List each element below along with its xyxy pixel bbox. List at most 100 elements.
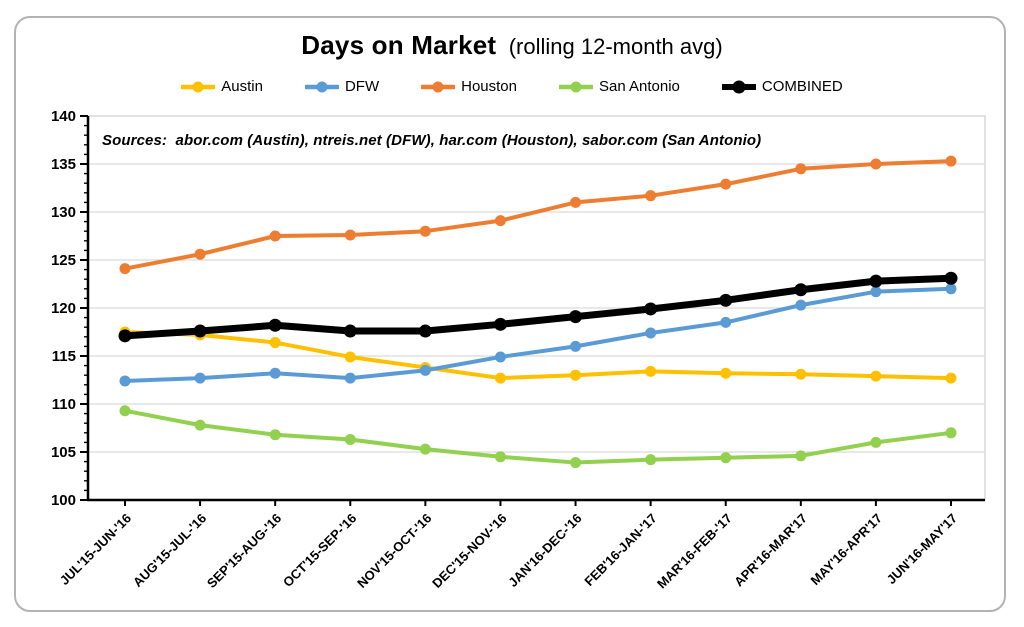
data-point-combined [193, 324, 207, 338]
x-tick-label: MAR'16-FEB-'17 [654, 511, 735, 592]
legend-item-austin: Austin [181, 78, 263, 95]
y-tick-label: 140 [51, 108, 76, 125]
y-tick-label: 130 [51, 204, 76, 221]
data-point-combined [268, 318, 282, 332]
legend-item-dfw: DFW [304, 78, 379, 95]
data-point-austin [344, 351, 356, 363]
data-point-san-antonio [344, 434, 356, 446]
x-tick-label: DEC'15-NOV-'16 [429, 511, 509, 591]
legend-label-austin: Austin [221, 78, 263, 95]
legend-item-san-antonio: San Antonio [558, 78, 680, 95]
data-point-houston [945, 155, 957, 167]
series-austin [119, 326, 957, 384]
y-tick-label: 105 [51, 444, 76, 461]
x-tick-label: JUN'16-MAY'17 [884, 511, 960, 587]
data-point-san-antonio [194, 419, 206, 431]
x-axis: JUL'15-JUN-'16AUG'15-JUL-'16SEP'15-AUG-'… [57, 500, 960, 591]
chart-title: Days on Market [301, 30, 497, 60]
data-point-dfw [344, 372, 356, 384]
x-tick-label: AUG'15-JUL-'16 [130, 511, 209, 590]
data-point-austin [945, 372, 957, 384]
legend-marker-austin-icon [181, 81, 216, 92]
data-point-combined [493, 317, 507, 331]
legend-marker-san-antonio-icon [558, 81, 593, 92]
y-tick-label: 100 [51, 492, 76, 509]
data-point-austin [645, 365, 657, 377]
x-tick-label: NOV'15-OCT-'16 [354, 511, 434, 591]
data-point-austin [870, 370, 882, 382]
data-point-austin [570, 369, 582, 381]
data-point-houston [720, 178, 732, 190]
y-tick-label: 135 [51, 156, 76, 173]
data-point-houston [344, 229, 356, 241]
data-point-san-antonio [419, 443, 431, 455]
series-line-san-antonio [123, 408, 953, 465]
data-point-san-antonio [720, 452, 732, 464]
data-point-austin [795, 368, 807, 380]
x-tick-label: OCT'15-SEP-'16 [280, 511, 359, 590]
data-point-houston [494, 215, 506, 227]
data-point-dfw [119, 375, 131, 387]
data-point-houston [870, 158, 882, 170]
x-tick-label: JUL'15-JUN-'16 [57, 511, 134, 588]
x-tick-label: MAY'16-APR'17 [808, 511, 885, 588]
legend-marker-houston-icon [421, 81, 456, 92]
data-point-houston [570, 196, 582, 208]
data-point-san-antonio [795, 450, 807, 462]
data-point-san-antonio [494, 451, 506, 463]
legend-item-combined: COMBINED [721, 78, 843, 95]
data-point-dfw [795, 299, 807, 311]
y-tick-label: 120 [51, 300, 76, 317]
data-point-houston [419, 225, 431, 237]
chart-legend: Austin DFW Houston San Antonio COMBINED [0, 78, 1024, 95]
sources-note: Sources: abor.com (Austin), ntreis.net (… [102, 132, 762, 149]
data-point-dfw [419, 364, 431, 376]
data-point-combined [644, 302, 658, 316]
data-point-austin [269, 337, 281, 349]
data-point-san-antonio [645, 454, 657, 466]
data-point-austin [720, 367, 732, 379]
data-point-san-antonio [119, 405, 131, 417]
data-point-dfw [494, 351, 506, 363]
legend-marker-dfw-icon [304, 81, 339, 92]
data-point-combined [719, 293, 733, 307]
y-tick-label: 125 [51, 252, 76, 269]
data-point-dfw [720, 316, 732, 328]
data-point-houston [645, 190, 657, 202]
x-tick-label: APR'16-MAR'17 [731, 511, 810, 590]
data-point-dfw [645, 327, 657, 339]
data-point-combined [944, 271, 958, 285]
x-tick-label: SEP'15-AUG-'16 [204, 511, 284, 591]
data-point-san-antonio [870, 436, 882, 448]
series-san-antonio [119, 405, 957, 469]
legend-label-san-antonio: San Antonio [598, 78, 680, 95]
data-point-houston [269, 230, 281, 242]
legend-item-houston: Houston [421, 78, 517, 95]
data-point-combined [794, 283, 808, 297]
series-line-dfw [123, 286, 953, 383]
y-tick-label: 110 [52, 396, 76, 413]
data-point-dfw [570, 340, 582, 352]
y-tick-label: 115 [52, 348, 76, 365]
series-dfw [119, 283, 957, 387]
data-point-austin [494, 372, 506, 384]
legend-label-houston: Houston [461, 78, 517, 95]
data-point-combined [569, 310, 583, 324]
data-point-combined [118, 329, 132, 343]
series-line-austin [123, 330, 953, 381]
series-line-combined [121, 274, 955, 340]
chart-title-row: Days on Market (rolling 12-month avg) [0, 30, 1024, 61]
legend-label-combined: COMBINED [761, 78, 843, 95]
data-point-san-antonio [269, 429, 281, 441]
data-point-combined [343, 324, 357, 338]
x-tick-label: FEB'16-JAN-'17 [581, 511, 659, 589]
x-tick-label: JAN'16-DEC-'16 [505, 511, 584, 590]
legend-marker-combined-icon [721, 80, 756, 93]
data-point-combined [418, 324, 432, 338]
data-point-houston [194, 248, 206, 260]
chart-subtitle: (rolling 12-month avg) [508, 34, 723, 59]
y-axis: 100 105 110 115 120 125 130 135 140 [51, 108, 88, 509]
data-point-san-antonio [945, 427, 957, 439]
